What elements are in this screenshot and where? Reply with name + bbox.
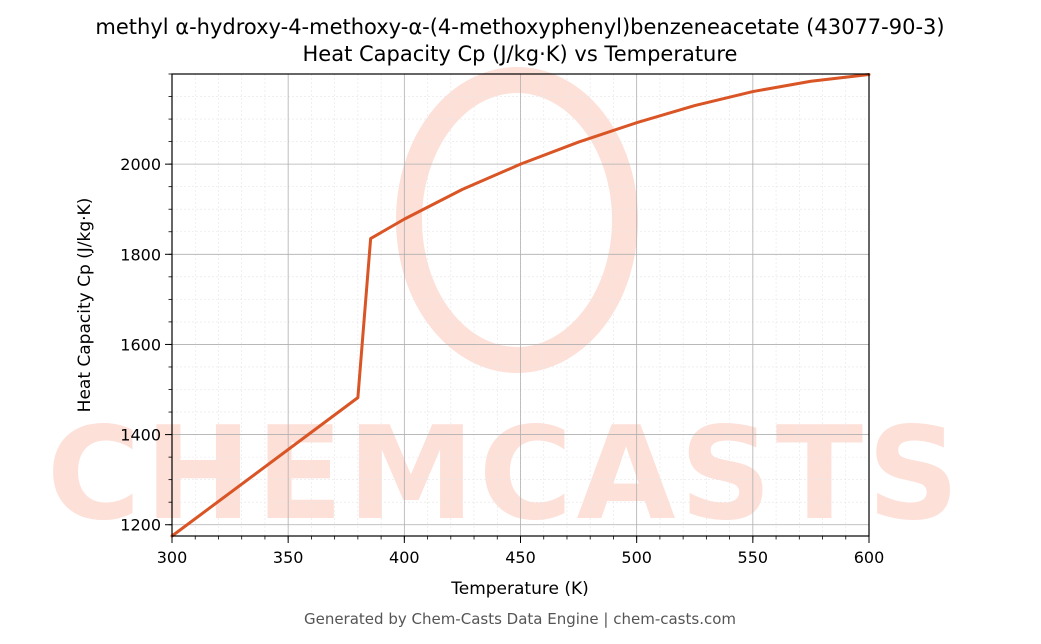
watermark: CHEMCASTS [47,67,964,549]
x-tick-label: 400 [389,548,420,567]
series-layer [170,72,871,538]
x-axis-label: Temperature (K) [450,579,589,599]
x-tick-label: 450 [505,548,536,567]
x-tick-label: 300 [157,548,188,567]
y-tick-labels: 1200 1400 1600 1800 2000 [120,155,161,535]
tick-marks [165,73,870,543]
y-tick-label: 2000 [120,155,161,174]
x-tick-label: 500 [621,548,652,567]
x-tick-labels: 300 350 400 450 500 550 600 [157,548,885,567]
x-tick-label: 350 [273,548,304,567]
x-tick-label: 550 [738,548,769,567]
y-axis-label: Heat Capacity Cp (J/kg·K) [75,198,95,413]
y-tick-label: 1800 [120,245,161,264]
chart-title: methyl α-hydroxy-4-methoxy-α-(4-methoxyp… [95,15,944,39]
y-tick-label: 1200 [120,516,161,535]
footer-credit: Generated by Chem-Casts Data Engine | ch… [304,610,736,628]
x-tick-label: 600 [854,548,885,567]
watermark-text: CHEMCASTS [47,400,964,549]
chart-subtitle: Heat Capacity Cp (J/kg·K) vs Temperature [303,42,738,66]
y-tick-label: 1600 [120,335,161,354]
watermark-logo [396,67,638,373]
y-tick-label: 1400 [120,426,161,445]
cp-series-line [170,72,871,538]
